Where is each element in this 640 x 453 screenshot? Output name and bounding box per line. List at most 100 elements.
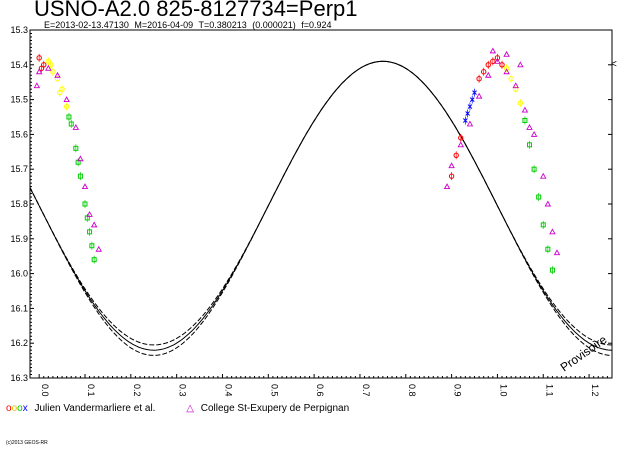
data-point-triangle [553,249,561,256]
x-tick-label: 1.0 [498,384,508,397]
model-envelope-curve [29,60,613,356]
data-point-circle [513,86,519,92]
data-point-triangle [466,120,474,127]
data-point-square [549,267,555,273]
data-point-triangle [489,47,497,54]
y-tick-label: 15.4 [10,60,28,70]
copyright-footer: (c)2013 GEOS-RR [6,440,48,446]
y-axis: 15.3 15.4 15.5 15.6 15.7 15.8 15.9 16.0 16.1 16.2… [10,25,612,383]
data-point-circle [458,135,464,141]
legend-symbol-triangle-icon: △ [186,403,194,414]
model-curve [29,60,613,351]
model-envelope-curve [29,60,612,346]
data-point-triangle [77,155,84,162]
data-point-triangle [81,183,89,190]
x-tick-label: 0.7 [361,384,371,397]
data-point-cross [463,118,468,123]
x-tick-label: 0.1 [86,384,96,397]
data-point-circle [63,103,70,110]
x-tick-label: 1.2 [590,384,600,397]
data-point-triangle [494,57,501,64]
data-point-circle [38,65,45,71]
data-point-triangle [90,221,98,228]
data-point-circle [517,100,524,106]
data-point-square [536,194,542,200]
data-point-triangle [503,50,510,57]
data-point-triangle [549,228,556,235]
data-point-circle [499,62,505,68]
y-tick-label: 16.1 [10,303,28,313]
x-tick-label: 0.6 [315,384,325,397]
data-point-triangle [35,68,43,75]
data-point-triangle [45,64,52,71]
x-tick-label: 0.2 [132,384,142,397]
legend-label-observer2: College St-Exupery de Perpignan [200,403,350,414]
legend-symbol-blue-cross-icon: x [22,403,28,414]
y-tick-label: 15.9 [10,234,28,244]
data-point-cross [469,97,475,102]
data-point-square [73,145,79,151]
data-point-square [522,117,528,123]
data-point-circle [490,58,496,65]
y-tick-label: 15.5 [10,95,28,105]
data-point-triangle [526,124,533,130]
data-point-triangle [503,68,510,75]
x-tick-label: 0.9 [453,384,463,397]
data-point-triangle [457,141,465,148]
x-tick-label: 0.8 [407,384,417,397]
data-point-triangle [485,71,492,78]
provisional-annotation: Provisoire [558,332,610,374]
model-light-curve [29,60,613,356]
data-point-triangle [512,82,520,89]
ephemeris-info: E=2013-02-13.47130 M=2016-04-09 T=0.3802… [44,20,332,30]
x-tick-label: 0.5 [269,384,279,397]
data-point-square [82,201,88,207]
y-tick-label: 16.3 [10,373,28,383]
data-point-triangle [521,106,529,113]
chart-legend: ooox Julien Vandermarliere et al. △ Coll… [6,403,349,414]
data-point-square [527,142,533,148]
data-point-circle [485,62,491,68]
data-point-triangle [539,172,547,179]
data-point-triangle [63,96,70,103]
data-point-circle [50,69,56,75]
data-point-circle [480,69,487,75]
data-point-square [89,243,95,249]
data-point-square [66,114,72,120]
data-point-cross [472,90,477,95]
data-point-circle [508,76,514,82]
x-tick-label: 0.3 [178,384,188,397]
legend-label-observer1: Julien Vandermarliere et al. [34,403,156,414]
data-point-triangle [86,211,93,217]
legend-symbol-yellow-circle-icon: o [11,403,18,414]
data-point-circle [476,76,482,82]
data-point-circle [448,173,455,179]
x-tick-label: 0.0 [40,384,50,397]
data-point-circle [47,62,54,68]
chart-title: USNO-A2.0 825-8127734=Perp1 [34,0,358,21]
data-point-triangle [33,82,41,89]
data-point-triangle [517,61,524,68]
y-tick-label: 16.0 [10,269,28,279]
data-point-circle [503,65,510,71]
y-tick-label: 15.7 [10,164,28,174]
y-tick-label: 15.8 [10,199,28,209]
data-point-cross [467,104,473,109]
data-point-triangle [443,183,451,190]
data-point-square [531,166,537,172]
data-points [33,47,561,275]
data-point-cross [465,111,470,116]
prev-arrow-icon[interactable]: < [611,59,617,70]
y-tick-label: 15.3 [10,25,28,35]
data-point-triangle [475,92,483,99]
data-point-circle [36,55,42,61]
data-point-triangle [54,71,61,78]
data-point-square [68,121,74,127]
legend-symbol-green-circle-icon: o [17,403,23,414]
plot-frame [29,29,613,379]
x-tick-label: 0.4 [223,384,233,397]
data-point-circle [494,55,501,61]
x-axis: 0.0 0.1 0.2 0.3 0.4 0.5 0.6 0.7 0.8 0.9 1.0 1.1 1.2 [38,374,613,397]
data-point-square [87,229,93,235]
data-point-triangle [95,245,103,252]
